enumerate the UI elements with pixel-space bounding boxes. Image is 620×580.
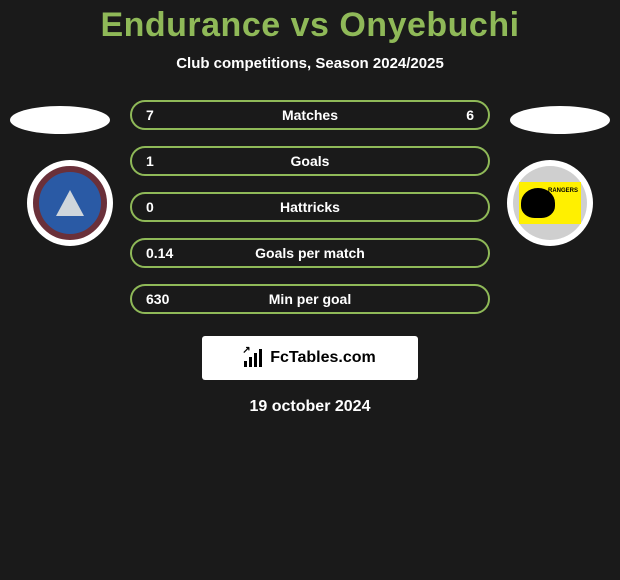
branding-banner: ↗ FcTables.com [202,336,418,380]
stat-left-value: 0.14 [146,245,173,261]
branding-text: FcTables.com [270,349,376,367]
stat-label: Matches [282,107,338,123]
stat-row: 0 Hattricks [130,192,490,222]
rangers-crest: RANGERS [513,166,587,240]
comparison-panel: RANGERS 7 Matches 6 1 Goals 0 Hattricks … [0,100,620,416]
rangers-flag: RANGERS [519,182,581,224]
right-team-badge: RANGERS [507,160,593,246]
rangers-label: RANGERS [548,188,578,194]
chart-icon: ↗ [244,349,264,367]
right-decor-ellipse [510,106,610,134]
stat-label: Hattricks [280,199,340,215]
stat-rows: 7 Matches 6 1 Goals 0 Hattricks 0.14 Goa… [130,100,490,314]
stat-left-value: 630 [146,291,169,307]
stat-left-value: 7 [146,107,154,123]
crest-shape [56,190,84,216]
stat-left-value: 1 [146,153,154,169]
stat-row: 7 Matches 6 [130,100,490,130]
date-label: 19 october 2024 [0,398,620,416]
page-subtitle: Club competitions, Season 2024/2025 [0,55,620,72]
stat-row: 630 Min per goal [130,284,490,314]
stat-right-value: 6 [466,107,474,123]
left-decor-ellipse [10,106,110,134]
stat-label: Goals per match [255,245,365,261]
left-team-badge [27,160,113,246]
akwa-united-crest [33,166,107,240]
stat-label: Min per goal [269,291,351,307]
stat-left-value: 0 [146,199,154,215]
stat-row: 0.14 Goals per match [130,238,490,268]
stat-label: Goals [291,153,330,169]
stat-row: 1 Goals [130,146,490,176]
page-title: Endurance vs Onyebuchi [0,0,620,45]
